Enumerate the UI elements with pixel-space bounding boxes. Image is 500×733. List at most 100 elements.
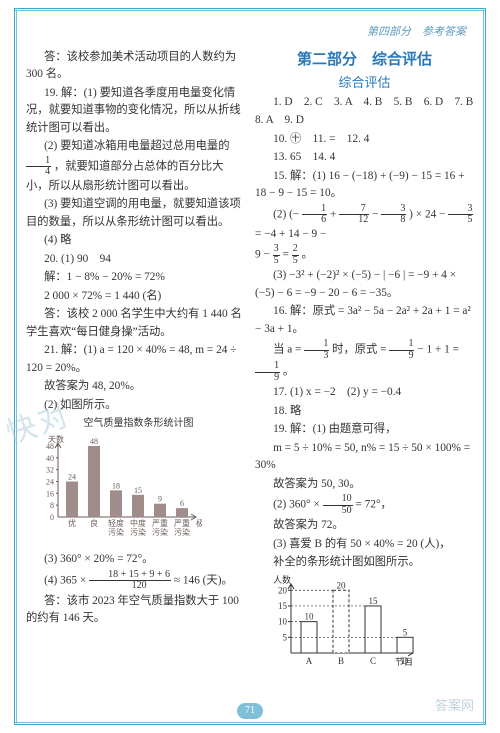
frame-bottom — [14, 722, 486, 725]
svg-text:天数: 天数 — [48, 434, 64, 444]
svg-text:良: 良 — [90, 518, 98, 528]
svg-text:严重: 严重 — [152, 518, 168, 528]
text: 答：该校参加美术活动项目的人数约为 300 名。 — [26, 49, 245, 84]
text: − 1 + 1 = — [417, 344, 459, 356]
text: (2) (− 16 + 712 − 38 ) × 24 − 35 = −4 + … — [255, 204, 474, 244]
text: ，就要知道部分占总体的百分比大小，所以从扇形统计图可以看出。 — [26, 160, 223, 191]
columns: 答：该校参加美术活动项目的人数约为 300 名。 19. 解：(1) 要知道各季… — [26, 48, 474, 711]
frame-left — [14, 8, 17, 725]
text: 15. 解：(1) 16 − (−18) + (−9) − 15 = 16 + … — [255, 168, 474, 203]
fraction: 13 — [304, 339, 329, 361]
svg-text:10: 10 — [305, 612, 315, 622]
svg-text:16: 16 — [46, 489, 54, 498]
text: (4) 365 × — [44, 574, 89, 586]
text: = — [283, 249, 292, 261]
fraction: 14 — [26, 156, 51, 178]
text: 19. 解：(1) 由题意可得， — [255, 421, 474, 439]
svg-text:严重: 严重 — [174, 518, 190, 528]
footer-watermark: 答案网 — [435, 696, 474, 717]
text: 21. 解：(1) a = 120 × 40% = 48, m = 24 ÷ 1… — [26, 342, 245, 377]
text: 故答案为 50, 30。 — [255, 476, 474, 494]
text: 答：该市 2023 年空气质量指数大于 100 的约有 146 天。 — [26, 593, 245, 628]
text: (− — [289, 209, 299, 221]
svg-text:污染: 污染 — [108, 527, 124, 537]
chart-air-quality: 空气质量指数条形统计图 816243240480天数24优48良18轻度污染15… — [32, 416, 245, 549]
text: 当 a = 13 时，原式 = 19 − 1 + 1 = 19 。 — [255, 339, 474, 383]
bar-chart-svg: 人数节目5101520A10B20C15D5 — [267, 574, 417, 669]
svg-text:40: 40 — [46, 453, 54, 462]
svg-text:人数: 人数 — [273, 574, 291, 585]
svg-text:24: 24 — [46, 477, 54, 486]
text: ) × 24 − — [409, 209, 448, 221]
text: 8. A 9. D — [255, 112, 474, 130]
svg-text:轻度: 轻度 — [108, 518, 124, 528]
text: (3) 喜爱 B 的有 50 × 40% = 20 (人)， — [255, 536, 474, 554]
svg-text:5: 5 — [283, 632, 288, 642]
svg-text:8: 8 — [50, 501, 54, 510]
svg-text:污染: 污染 — [174, 527, 190, 537]
text: 18. 略 — [255, 403, 474, 421]
text: 故答案为 72。 — [255, 517, 474, 535]
text: 。 — [302, 249, 313, 261]
fraction: 38 — [381, 204, 406, 226]
svg-text:0: 0 — [50, 513, 54, 522]
svg-text:48: 48 — [90, 437, 98, 446]
text: − — [372, 209, 381, 221]
frame-right — [483, 8, 486, 725]
svg-text:6: 6 — [180, 499, 184, 508]
right-column: 第二部分 综合评估 综合评估 1. D 2. C 3. A 4. B 5. B … — [255, 48, 474, 711]
svg-text:24: 24 — [68, 472, 76, 481]
svg-text:15: 15 — [278, 601, 288, 611]
svg-text:D: D — [402, 656, 409, 666]
text: 解：1 − 8% − 20% = 72% — [26, 269, 245, 287]
text: 。 — [283, 366, 294, 378]
text: ≈ 146 (天)。 — [174, 574, 233, 586]
svg-text:15: 15 — [134, 485, 142, 494]
text: 20. (1) 90 94 — [26, 251, 245, 269]
text: (3) −3² + (−2)² × (−5) − | −6 | = −9 + 4… — [255, 267, 474, 302]
text: = 72°， — [355, 499, 391, 511]
svg-text:A: A — [306, 656, 313, 666]
section-subtitle: 综合评估 — [255, 73, 474, 93]
text: m = 5 ÷ 10% = 50, n% = 15 ÷ 50 × 100% = … — [255, 440, 474, 475]
text: 故答案为 48, 20%。 — [26, 378, 245, 396]
left-column: 答：该校参加美术活动项目的人数约为 300 名。 19. 解：(1) 要知道各季… — [26, 48, 245, 711]
fraction: 712 — [339, 204, 369, 226]
text: 9 − 35 = 25 。 — [255, 244, 474, 266]
text: + — [330, 209, 339, 221]
frame-top — [14, 8, 486, 11]
fraction: 35 — [273, 244, 280, 266]
text: (2) 要知道冰箱用电量超过总用电量的 14 ，就要知道部分占总体的百分比大小，… — [26, 138, 245, 195]
text: (2) 要知道冰箱用电量超过总用电量的 — [44, 140, 229, 152]
page-header: 第四部分 参考答案 — [26, 22, 474, 48]
text: 19. 解：(1) 要知道各季度用电量变化情况，就要知道事物的变化情况，所以从折… — [26, 85, 245, 138]
svg-text:污染: 污染 — [130, 527, 146, 537]
text: (2) — [273, 209, 289, 221]
text: 17. (1) x = −2 (2) y = −0.4 — [255, 384, 474, 402]
svg-text:5: 5 — [403, 627, 408, 637]
svg-text:优: 优 — [68, 518, 76, 528]
section-title: 第二部分 综合评估 — [255, 49, 474, 72]
text: = −4 + 14 − 9 − — [255, 228, 326, 240]
bar-chart-svg: 816243240480天数24优48良18轻度污染15中度污染9严重污染6严重… — [32, 433, 202, 543]
svg-text:污染: 污染 — [152, 527, 168, 537]
text: (4) 365 × 18 + 15 + 9 + 6120 ≈ 146 (天)。 — [26, 570, 245, 592]
fraction: 19 — [255, 361, 280, 383]
svg-text:9: 9 — [158, 494, 162, 503]
svg-text:极劣: 极劣 — [196, 518, 202, 528]
text: (2) 如图所示。 — [26, 397, 245, 415]
svg-text:20: 20 — [337, 580, 347, 590]
page: 第四部分 参考答案 答：该校参加美术活动项目的人数约为 300 名。 19. 解… — [26, 22, 474, 711]
text: 时，原式 = — [332, 344, 389, 356]
text: 10. ㊉ 11. = 12. 4 — [255, 131, 474, 149]
page-number: 71 — [237, 703, 263, 719]
text: (3) 要知道空调的用电量，就要知道该项目的数量，所以从条形统计图可以看出。 — [26, 196, 245, 231]
text: (2) 360° × 1050 = 72°， — [255, 494, 474, 516]
text: 2 000 × 72% = 1 440 (名) — [26, 288, 245, 306]
text: (4) 略 — [26, 232, 245, 250]
svg-text:C: C — [370, 656, 376, 666]
svg-text:中度: 中度 — [130, 518, 146, 528]
svg-text:15: 15 — [369, 596, 379, 606]
svg-text:18: 18 — [112, 481, 120, 490]
text: 13. 65 14. 4 — [255, 149, 474, 167]
